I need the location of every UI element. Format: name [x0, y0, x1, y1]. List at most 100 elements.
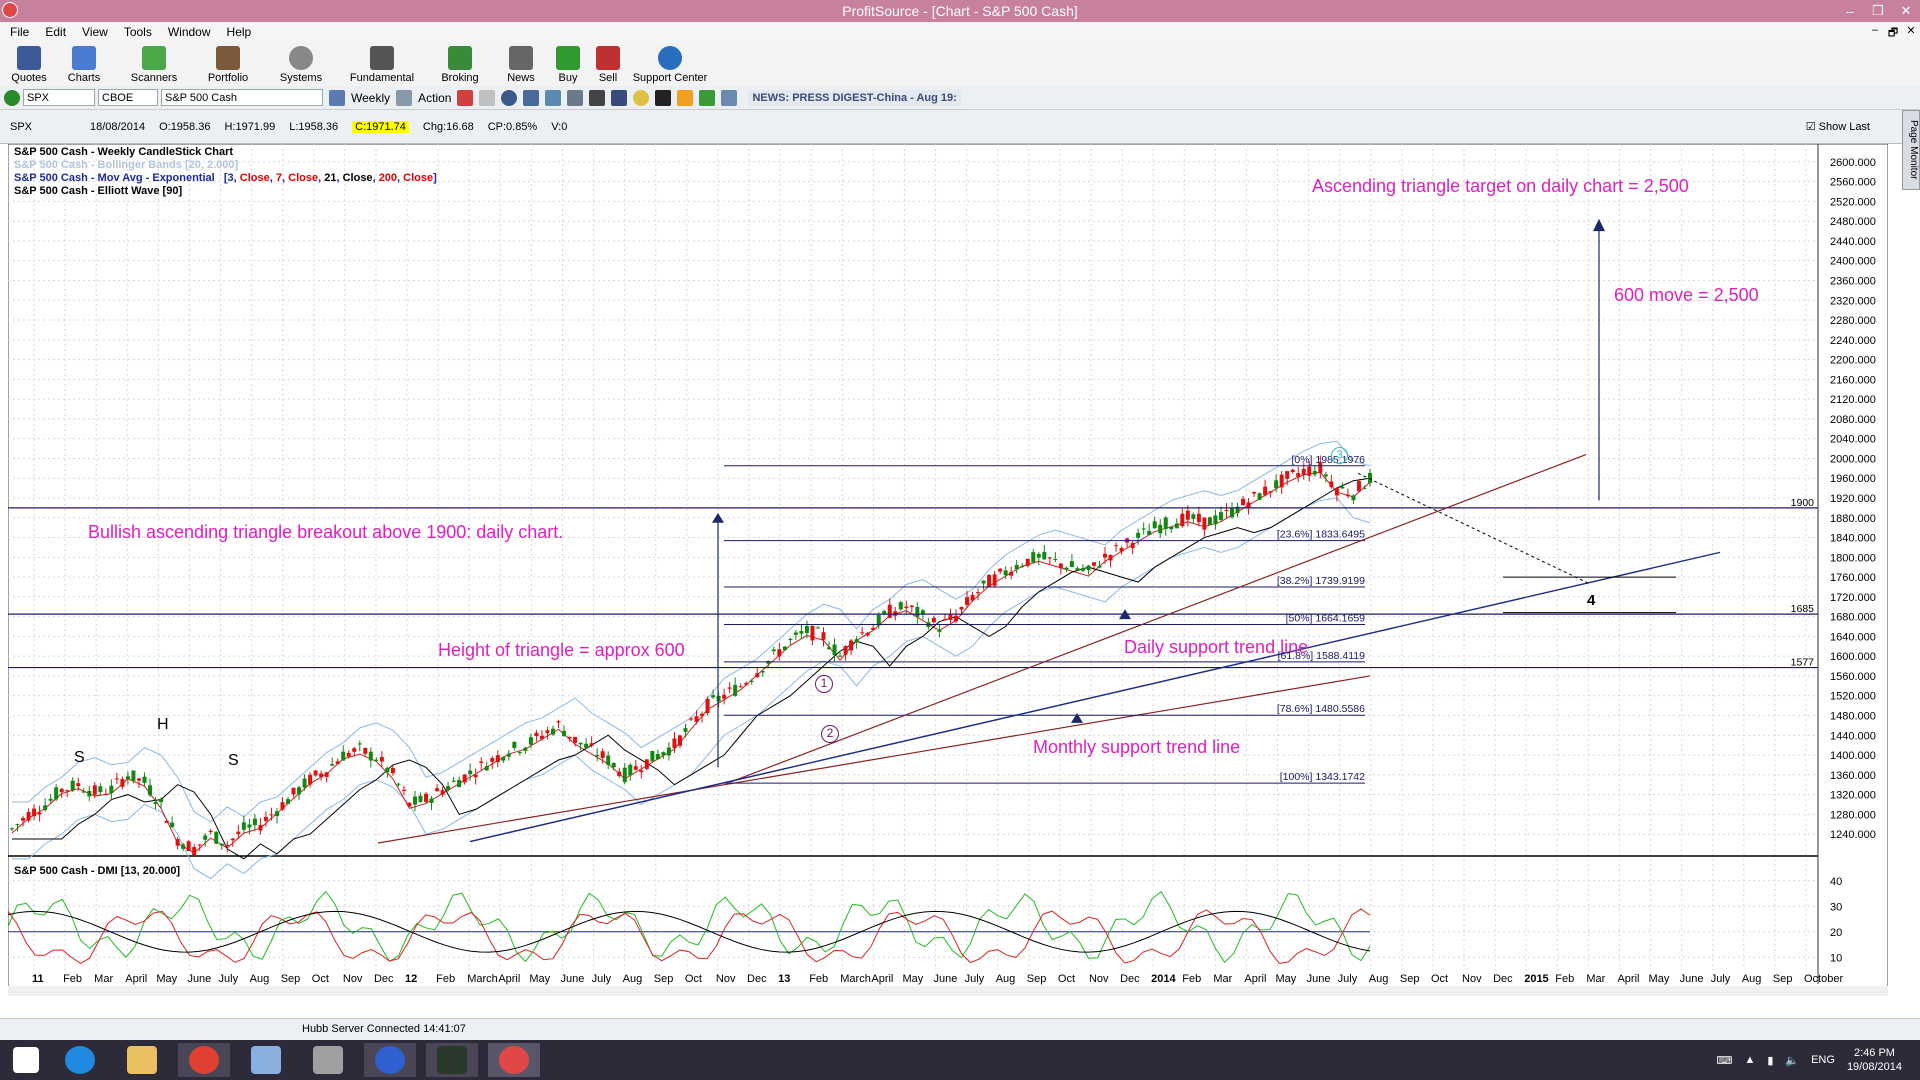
tools-icon[interactable]: [589, 89, 606, 106]
candle-body: [1058, 563, 1063, 569]
arrow-tool-icon[interactable]: [457, 89, 474, 106]
date-tick-label: Nov: [1089, 973, 1109, 985]
star-icon[interactable]: [677, 89, 694, 106]
chrome-icon[interactable]: [178, 1043, 230, 1077]
paint-icon[interactable]: [364, 1043, 416, 1077]
legend-candlestick[interactable]: S&P 500 Cash - Weekly CandleStick Chart: [14, 146, 234, 158]
action-dropdown[interactable]: Action: [418, 90, 452, 105]
menu-help[interactable]: Help: [226, 25, 252, 39]
candle-body: [595, 755, 600, 757]
candle-body: [125, 776, 130, 780]
date-tick-label: Sep: [281, 973, 301, 985]
candle-body: [219, 843, 224, 846]
quotes-button[interactable]: Quotes: [8, 46, 50, 86]
candle-body: [1091, 562, 1096, 566]
language-indicator[interactable]: ENG: [1811, 1054, 1835, 1066]
candle-body: [286, 799, 291, 804]
menu-file[interactable]: File: [10, 25, 30, 39]
candle-body: [639, 770, 644, 773]
candle-body: [871, 628, 876, 630]
notepad-icon[interactable]: [240, 1043, 292, 1077]
date-tick-label: Nov: [1462, 973, 1482, 985]
calculator-icon[interactable]: [302, 1043, 354, 1077]
candle-body: [308, 774, 313, 785]
legend-elliott-wave[interactable]: S&P 500 Cash - Elliott Wave [90]: [14, 185, 183, 197]
symbol-input[interactable]: [23, 89, 95, 106]
dmi-tick-label: 40: [1830, 876, 1842, 888]
close-button[interactable]: ✕: [1900, 3, 1912, 18]
show-last-checkbox[interactable]: ☑ Show Last: [1805, 121, 1870, 133]
windows-start-icon[interactable]: [0, 1043, 52, 1077]
internet-explorer-icon[interactable]: [54, 1043, 106, 1077]
mdi-close-button[interactable]: ✕: [1906, 25, 1916, 37]
price-tick-label: 1640.000: [1830, 631, 1876, 643]
menu-edit[interactable]: Edit: [45, 25, 67, 39]
keyboard-icon[interactable]: ⌨: [1716, 1054, 1733, 1067]
lightbulb-icon[interactable]: [633, 89, 650, 106]
menu-tools[interactable]: Tools: [123, 25, 152, 39]
support-center-button[interactable]: Support Center: [630, 46, 710, 86]
systems-button[interactable]: Systems: [266, 46, 336, 86]
menu-view[interactable]: View: [82, 25, 108, 39]
broking-button[interactable]: Broking: [428, 46, 492, 86]
volume-icon[interactable]: 🔈: [1785, 1054, 1800, 1067]
candle-body: [1103, 553, 1108, 558]
news-ticker[interactable]: NEWS: PRESS DIGEST-China - Aug 19:: [748, 89, 961, 106]
buy-button[interactable]: Buy: [550, 46, 586, 86]
dmi-tick-label: 20: [1830, 927, 1842, 939]
file-explorer-icon[interactable]: [116, 1043, 168, 1077]
tray-expand-icon[interactable]: ▲: [1744, 1054, 1756, 1066]
candle-body: [390, 767, 395, 774]
mdi-minimize-button[interactable]: –: [1871, 24, 1879, 36]
charts-button[interactable]: Charts: [54, 46, 114, 86]
price-chart[interactable]: 2600.000 2560.000 2520.000 2480.000 2440.000…: [8, 144, 1888, 996]
sell-button[interactable]: Sell: [590, 46, 626, 86]
news-button[interactable]: News: [496, 46, 546, 86]
gocharting-icon[interactable]: [426, 1043, 478, 1077]
candle-body: [849, 640, 854, 651]
period-dropdown[interactable]: Weekly: [351, 90, 391, 105]
exchange-select[interactable]: [98, 89, 158, 106]
dmi-plus-di: [8, 890, 1371, 963]
mdi-restore-button[interactable]: 🗗: [1887, 27, 1899, 39]
candle-body: [887, 604, 892, 618]
restore-button[interactable]: ❐: [1872, 3, 1884, 18]
page-monitor-tab[interactable]: Page Monitor: [1902, 110, 1920, 190]
monthly-trend-line: [469, 551, 1721, 843]
fibonacci-label: [100%] 1343.1742: [1280, 771, 1365, 783]
profitsource-icon[interactable]: [488, 1043, 540, 1077]
pattern-tool-icon[interactable]: [655, 89, 672, 106]
candle-body: [1345, 494, 1350, 497]
candle-body: [976, 592, 981, 594]
save-tool-icon[interactable]: [567, 89, 584, 106]
fundamental-button[interactable]: Fundamental: [340, 46, 424, 86]
candle-body: [252, 818, 257, 826]
settings-tool-icon[interactable]: [501, 89, 518, 106]
zoom-tool-icon[interactable]: [545, 89, 562, 106]
quotes-icon: [17, 46, 41, 70]
candle-body: [26, 812, 31, 821]
delete-tool-icon[interactable]: [479, 89, 496, 106]
network-icon[interactable]: ▮: [1767, 1054, 1774, 1067]
price-tick-label: 2240.000: [1830, 335, 1876, 347]
scanners-button[interactable]: Scanners: [118, 46, 190, 86]
menu-window[interactable]: Window: [167, 25, 211, 39]
portfolio-button[interactable]: Portfolio: [194, 46, 262, 86]
candle-body: [666, 747, 671, 756]
news-feed-icon[interactable]: [721, 89, 738, 106]
minimize-button[interactable]: –: [1846, 3, 1854, 19]
price-tick-label: 2520.000: [1830, 196, 1876, 208]
indicator-tool-icon[interactable]: [611, 89, 628, 106]
security-name-field[interactable]: [161, 89, 323, 106]
candle-body: [694, 716, 699, 722]
clock[interactable]: 2:46 PM 19/08/2014: [1846, 1047, 1902, 1073]
legend-bollinger[interactable]: S&P 500 Cash - Bollinger Bands [20, 2.00…: [14, 159, 239, 171]
app-icon[interactable]: [2, 2, 18, 18]
dmi-title[interactable]: S&P 500 Cash - DMI [13, 20.000]: [14, 865, 181, 877]
go-icon[interactable]: [4, 89, 20, 106]
print-tool-icon[interactable]: [523, 89, 540, 106]
date-tick-label: June: [934, 973, 958, 985]
candle-body: [424, 793, 429, 802]
legend-ema[interactable]: S&P 500 Cash - Mov Avg - Exponential [3,…: [14, 172, 437, 184]
trend-tool-icon[interactable]: [699, 89, 716, 106]
